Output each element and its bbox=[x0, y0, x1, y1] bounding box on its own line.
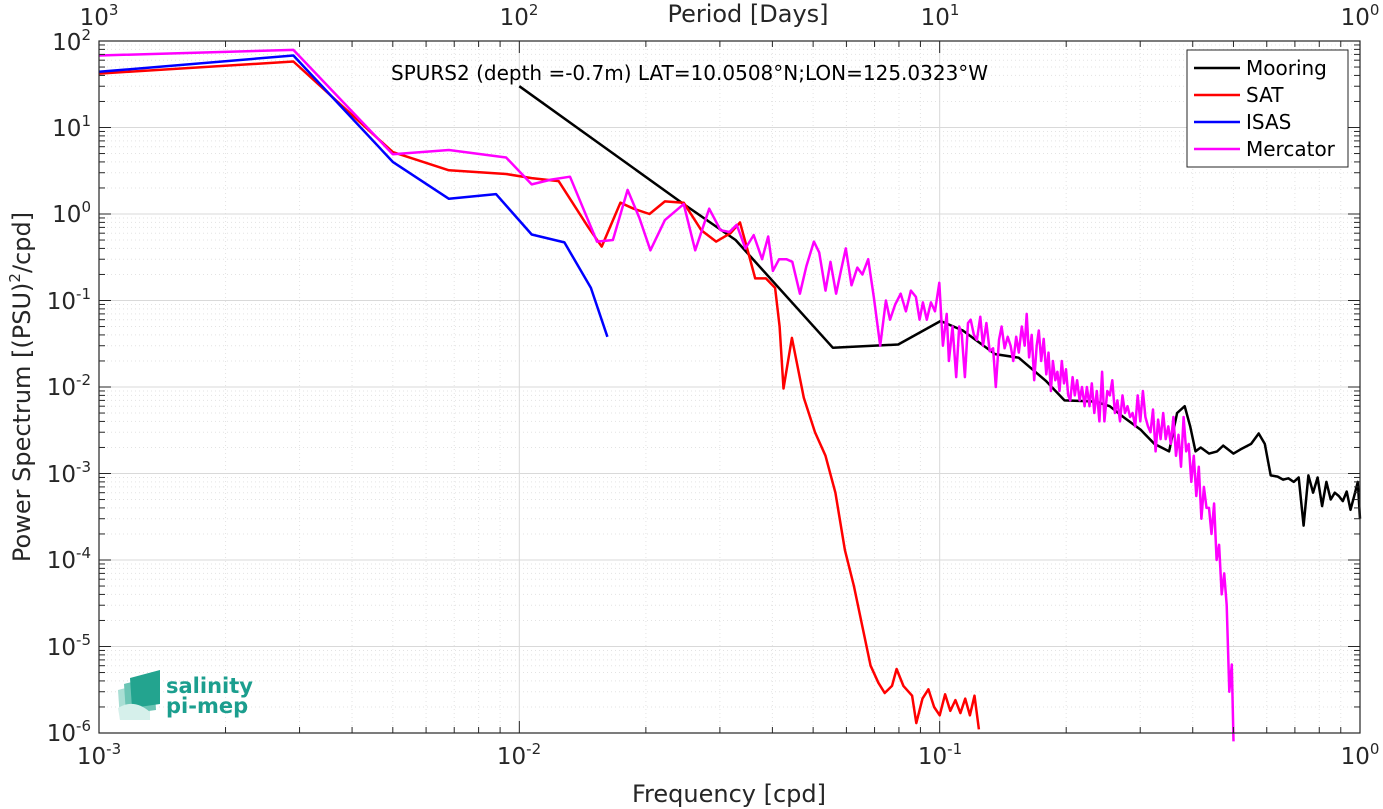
logo-line-1: salinity bbox=[166, 674, 253, 698]
x-tick-label: 10-2 bbox=[497, 740, 541, 770]
y-tick-label: 10-5 bbox=[47, 631, 91, 661]
tick-marks bbox=[98, 41, 1360, 734]
x-tick-label: 10-1 bbox=[918, 740, 962, 770]
top-axis-label: Period [Days] bbox=[667, 0, 828, 28]
series-line-isas bbox=[98, 54, 609, 338]
x-tick-label: 100 bbox=[1341, 740, 1380, 770]
top-tick-label: 100 bbox=[1341, 1, 1380, 31]
y-tick-label: 10-3 bbox=[47, 458, 91, 488]
series-line-sat bbox=[98, 60, 981, 730]
y-tick-label: 10-1 bbox=[47, 285, 91, 315]
y-tick-labels: 10-6 10-5 10-4 10-3 10-2 10-1 100 101 10… bbox=[47, 26, 91, 747]
salinity-pi-mep-logo: salinity pi-mep bbox=[118, 670, 253, 720]
series-layer bbox=[98, 48, 1362, 742]
y-tick-label: 102 bbox=[52, 26, 91, 56]
legend-label-sat: SAT bbox=[1246, 83, 1284, 107]
x-axis-label: Frequency [cpd] bbox=[632, 780, 826, 808]
y-tick-label: 10-4 bbox=[47, 544, 91, 574]
legend-label-mooring: Mooring bbox=[1246, 56, 1327, 80]
series-line-mercator bbox=[98, 48, 1235, 742]
top-tick-label: 101 bbox=[921, 1, 960, 31]
y-axis-label: Power Spectrum [(PSU)2/cpd] bbox=[6, 212, 36, 562]
logo-line-2: pi-mep bbox=[166, 694, 248, 718]
top-tick-labels: 103 102 101 100 bbox=[80, 1, 1380, 31]
x-tick-label: 10-3 bbox=[77, 740, 121, 770]
legend-label-mercator: Mercator bbox=[1246, 137, 1336, 161]
top-tick-label: 102 bbox=[500, 1, 539, 31]
y-tick-label: 101 bbox=[52, 112, 91, 142]
logo-mark-icon bbox=[118, 670, 160, 720]
legend: Mooring SAT ISAS Mercator bbox=[1186, 49, 1349, 168]
series-line-mooring bbox=[518, 85, 1362, 527]
y-tick-label: 10-2 bbox=[47, 371, 91, 401]
legend-box bbox=[1186, 49, 1349, 168]
y-tick-label: 10-6 bbox=[47, 717, 91, 747]
top-tick-label: 103 bbox=[80, 1, 119, 31]
minor-grid bbox=[99, 41, 1360, 733]
chart-annotation: SPURS2 (depth =-0.7m) LAT=10.0508°N;LON=… bbox=[391, 61, 988, 85]
legend-label-isas: ISAS bbox=[1246, 110, 1291, 134]
x-tick-labels: 10-3 10-2 10-1 100 bbox=[77, 740, 1380, 770]
y-tick-label: 100 bbox=[52, 198, 91, 228]
